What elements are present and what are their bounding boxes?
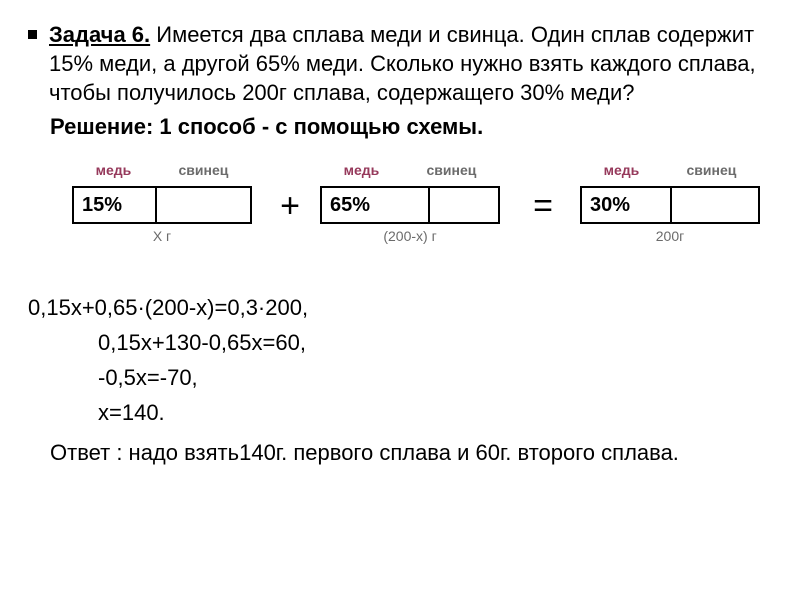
alloy-1-labels: медь свинец — [72, 162, 252, 178]
alloy-3-box: 30% — [580, 186, 760, 224]
alloy-2-labels: медь свинец — [320, 162, 500, 178]
alloy-1-divider — [155, 188, 157, 222]
equals-icon: = — [518, 188, 568, 226]
equals-symbol: = — [533, 187, 553, 226]
alloy-2-divider — [428, 188, 430, 222]
calc-line-2: 0,15х+130-0,65х=60, — [98, 325, 784, 360]
alloy-1: медь свинец 15% X г — [72, 186, 252, 244]
bullet-icon — [28, 30, 37, 39]
alloy-3: медь свинец 30% 200г — [580, 186, 760, 244]
plus-icon: + — [270, 188, 310, 226]
alloy-diagram: медь свинец 15% X г + медь свинец 65% (2… — [72, 164, 782, 274]
calc-line-3: -0,5х=-70, — [98, 360, 784, 395]
calculation-block: 0,15х+0,65·(200-х)=0,3·200, 0,15х+130-0,… — [28, 290, 784, 431]
alloy-3-labels: медь свинец — [580, 162, 760, 178]
problem-row: Задача 6. Имеется два сплава меди и свин… — [28, 20, 784, 107]
calc-line-1: 0,15х+0,65·(200-х)=0,3·200, — [28, 290, 784, 325]
copper-label: медь — [96, 162, 132, 178]
copper-label: медь — [344, 162, 380, 178]
plus-symbol: + — [280, 187, 300, 226]
alloy-1-percent: 15% — [82, 194, 122, 217]
problem-title: Задача 6. — [49, 22, 150, 47]
alloy-3-mass: 200г — [580, 228, 760, 244]
lead-label: свинец — [179, 162, 229, 178]
alloy-1-mass: X г — [72, 228, 252, 244]
alloy-2-mass: (200-х) г — [320, 228, 500, 244]
copper-label: медь — [604, 162, 640, 178]
lead-label: свинец — [427, 162, 477, 178]
alloy-2-percent: 65% — [330, 194, 370, 217]
alloy-3-divider — [670, 188, 672, 222]
problem-body: Имеется два сплава меди и свинца. Один с… — [49, 22, 756, 105]
alloy-3-percent: 30% — [590, 194, 630, 217]
alloy-2: медь свинец 65% (200-х) г — [320, 186, 500, 244]
alloy-2-box: 65% — [320, 186, 500, 224]
answer-text: Ответ : надо взять140г. первого сплава и… — [50, 438, 784, 468]
problem-text: Задача 6. Имеется два сплава меди и свин… — [49, 20, 784, 107]
slide: Задача 6. Имеется два сплава меди и свин… — [0, 0, 800, 600]
alloy-1-box: 15% — [72, 186, 252, 224]
lead-label: свинец — [687, 162, 737, 178]
solution-header: Решение: 1 способ - с помощью схемы. — [50, 113, 784, 142]
calc-line-4: х=140. — [98, 395, 784, 430]
